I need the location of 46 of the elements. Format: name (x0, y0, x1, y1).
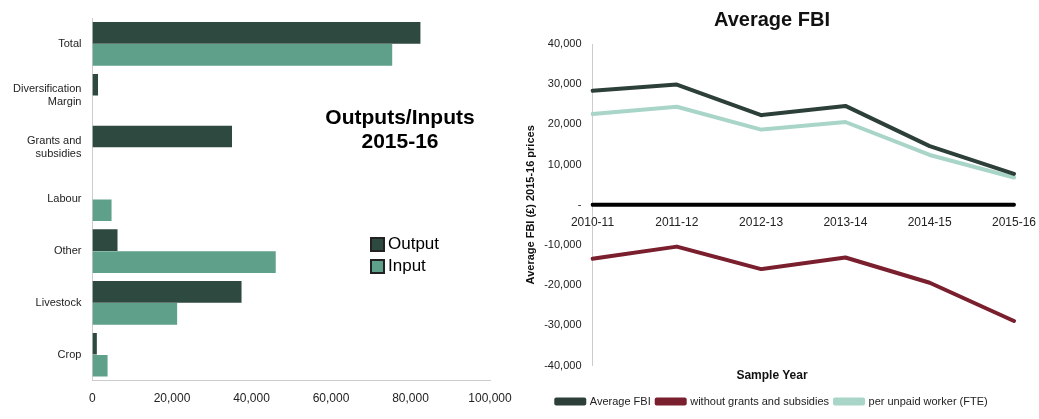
x-tick-label: 2015-16 (991, 215, 1037, 230)
legend-label: Average FBI (589, 394, 651, 407)
y-tick-label: 30,000 (547, 77, 582, 90)
x-tick-label: 100,000 (468, 391, 513, 406)
y-tick-label: Diversification Margin (13, 82, 82, 108)
legend-label: without grants and subsidies (689, 394, 830, 407)
y-tick-label: Total (58, 36, 82, 49)
bar (92, 303, 178, 325)
y-tick-label: -30,000 (544, 318, 582, 331)
y-tick-label: 20,000 (547, 117, 582, 130)
bar (92, 229, 118, 251)
legend-label: Input (388, 256, 426, 276)
y-tick-label: Grants and subsidies (27, 133, 82, 160)
x-tick-label: 60,000 (312, 391, 350, 406)
y-tick-label: -10,000 (544, 238, 582, 251)
y-tick-label: Other (53, 244, 82, 257)
bar (92, 251, 276, 273)
y-tick-label: -40,000 (544, 358, 582, 371)
x-tick-label: 20,000 (153, 391, 191, 406)
x-tick-label: 2013-14 (823, 215, 868, 230)
y-tick-label: Crop (57, 347, 82, 360)
x-tick-label: 0 (89, 391, 97, 406)
y-tick-label: Livestock (35, 295, 82, 308)
legend-label: Output (388, 234, 440, 254)
x-axis-title: Sample Year (736, 367, 808, 382)
y-tick-label: - (577, 197, 582, 210)
bar (92, 125, 232, 148)
x-tick-label: 2010-11 (570, 215, 615, 230)
bar (92, 22, 421, 44)
x-tick-label: 2014-15 (907, 215, 953, 230)
y-tick-label: Labour (47, 192, 82, 205)
bar (92, 199, 112, 222)
y-tick-label: 10,000 (547, 157, 582, 170)
y-tick-label: 40,000 (547, 37, 582, 50)
bar (92, 281, 242, 303)
legend-label: per unpaid worker (FTE) (868, 394, 988, 407)
text: Outputs/Inputs 2015-16 (324, 105, 476, 153)
x-tick-label: 2012-13 (739, 215, 784, 230)
bar (92, 354, 108, 377)
chart-title: Average FBI (714, 7, 830, 30)
x-tick-label: 40,000 (233, 391, 271, 406)
bar (92, 44, 393, 66)
x-tick-label: 2011-12 (655, 215, 699, 230)
x-tick-label: 80,000 (392, 391, 430, 406)
y-axis-title: Average FBI (£) 2015-16 prices (523, 125, 536, 285)
y-tick-label: -20,000 (544, 278, 582, 291)
